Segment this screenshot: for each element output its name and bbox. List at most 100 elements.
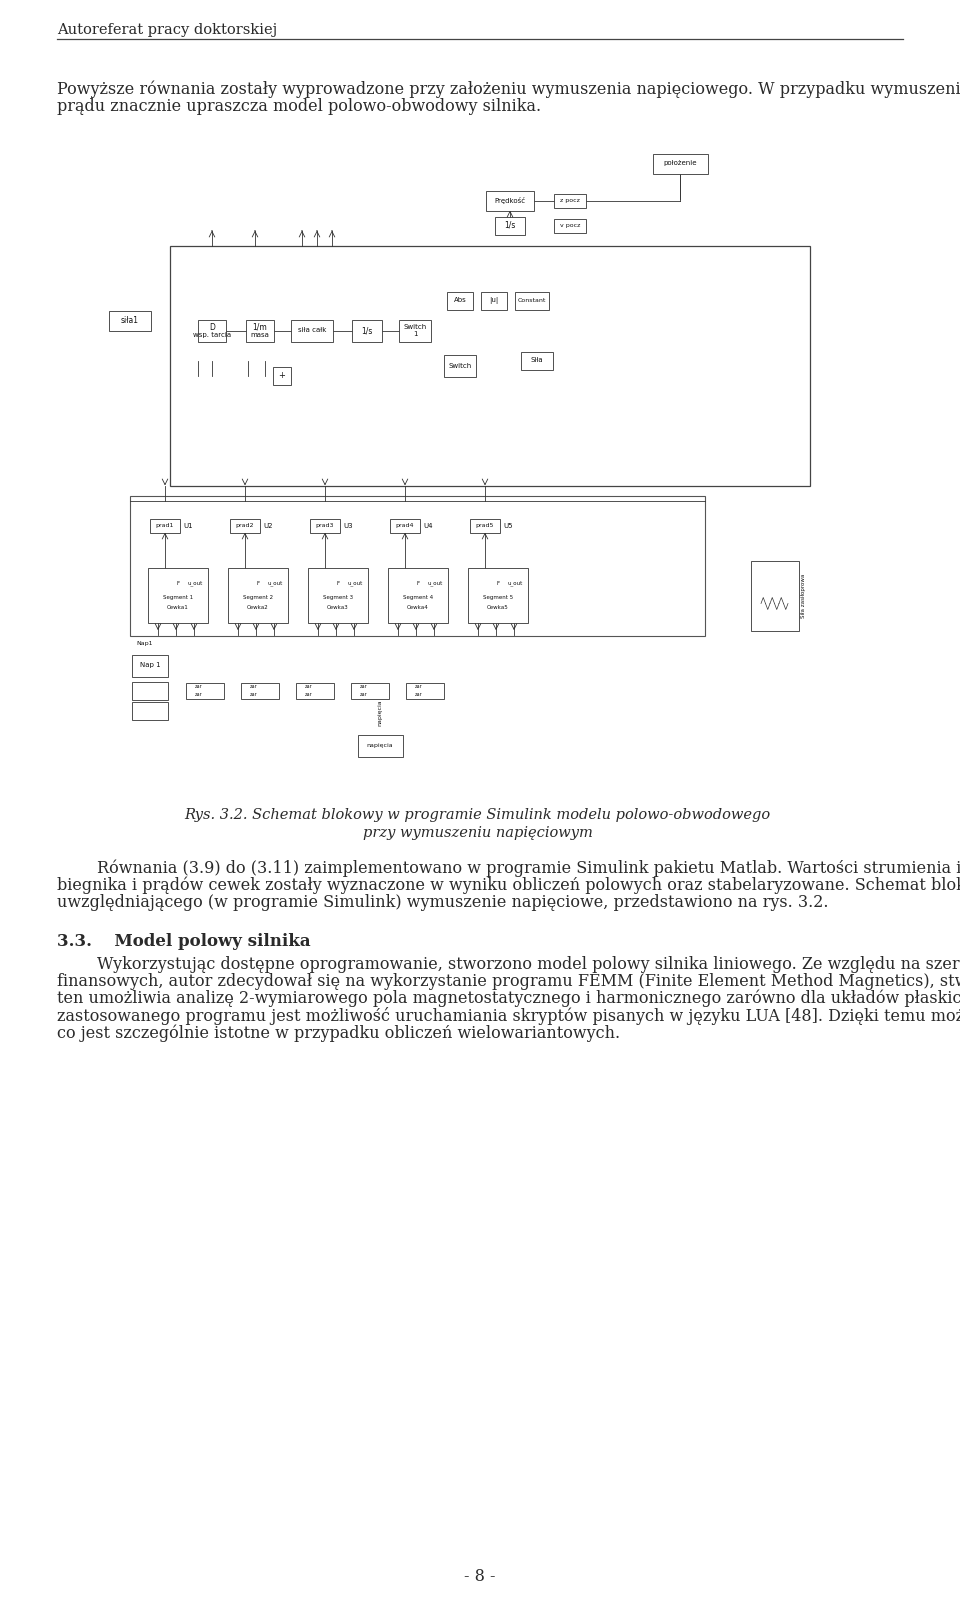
Bar [399, 319, 431, 342]
Text: u_out: u_out [268, 581, 283, 587]
Text: Wykorzystując dostępne oprogramowanie, stworzono model polowy silnika liniowego.: Wykorzystując dostępne oprogramowanie, s… [97, 955, 960, 973]
Text: Autoreferat pracy doktorskiej: Autoreferat pracy doktorskiej [57, 23, 277, 37]
Text: |u|: |u| [490, 297, 498, 303]
Text: biegnika i prądów cewek zostały wyznaczone w wyniku obliczeń polowych oraz stabe: biegnika i prądów cewek zostały wyznaczo… [57, 877, 960, 894]
Bar [241, 682, 279, 698]
Text: prad1: prad1 [156, 523, 174, 527]
Text: prad2: prad2 [236, 523, 254, 527]
Text: u_out: u_out [428, 581, 444, 587]
Bar [751, 560, 799, 631]
Text: U4: U4 [423, 523, 433, 529]
Text: U1: U1 [183, 523, 193, 529]
Text: Segment 4: Segment 4 [403, 595, 433, 600]
Bar [310, 518, 340, 532]
Text: zar: zar [415, 684, 422, 689]
Bar [388, 568, 448, 623]
Bar [132, 655, 168, 676]
Bar [352, 319, 382, 342]
Text: przy wymuszeniu napięciowym: przy wymuszeniu napięciowym [363, 826, 592, 839]
Bar [228, 568, 288, 623]
Text: co jest szczególnie istotne w przypadku obliczeń wielowariantowych.: co jest szczególnie istotne w przypadku … [57, 1024, 620, 1042]
Bar [351, 682, 389, 698]
Text: 1/s: 1/s [361, 326, 372, 336]
Bar [150, 518, 180, 532]
Text: zar: zar [415, 692, 422, 697]
Text: Prędkość: Prędkość [494, 197, 525, 203]
Text: F: F [496, 581, 499, 586]
Text: u_out: u_out [348, 581, 363, 587]
Text: finansowych, autor zdecydował się na wykorzystanie programu FEMM (Finite Element: finansowych, autor zdecydował się na wyk… [57, 973, 960, 989]
Text: prad4: prad4 [396, 523, 415, 527]
Bar [273, 366, 291, 384]
Bar [447, 292, 473, 310]
Text: U2: U2 [263, 523, 273, 529]
Text: F: F [336, 581, 340, 586]
Text: Cewka1: Cewka1 [167, 605, 189, 610]
Bar [170, 245, 810, 486]
Text: położenie: położenie [663, 161, 697, 166]
Text: Abs: Abs [454, 297, 467, 303]
Bar [308, 568, 368, 623]
Text: zar: zar [250, 684, 257, 689]
Bar [198, 319, 226, 342]
Bar [390, 518, 420, 532]
Text: zar: zar [360, 692, 368, 697]
Text: Cewka5: Cewka5 [487, 605, 509, 610]
Text: Segment 5: Segment 5 [483, 595, 513, 600]
Text: zar: zar [305, 684, 313, 689]
Text: napięcia: napięcia [367, 744, 394, 748]
Bar [521, 352, 553, 369]
Bar [132, 702, 168, 719]
Text: Cewka3: Cewka3 [327, 605, 348, 610]
Bar [481, 292, 507, 310]
Text: 1/s: 1/s [504, 221, 516, 231]
Text: Rys. 3.2. Schemat blokowy w programie Simulink modelu polowo-obwodowego: Rys. 3.2. Schemat blokowy w programie Si… [184, 808, 771, 821]
Bar [444, 355, 476, 376]
Text: prad3: prad3 [316, 523, 334, 527]
Text: zar: zar [195, 692, 203, 697]
Text: zar: zar [360, 684, 368, 689]
Bar [109, 310, 151, 331]
Text: Nap1: Nap1 [136, 640, 154, 645]
Bar [554, 194, 586, 208]
Text: zastosowanego programu jest możliwość uruchamiania skryptów pisanych w języku LU: zastosowanego programu jest możliwość ur… [57, 1007, 960, 1024]
Text: wsp. tarcia: wsp. tarcia [193, 332, 231, 337]
Text: napięcia: napięcia [377, 698, 382, 726]
Bar [230, 518, 260, 532]
Bar [653, 153, 708, 174]
Text: Segment 2: Segment 2 [243, 595, 273, 600]
Text: Segment 1: Segment 1 [163, 595, 193, 600]
Bar [296, 682, 334, 698]
Text: Cewka2: Cewka2 [247, 605, 269, 610]
Text: D: D [209, 323, 215, 332]
Text: Powyższe równania zostały wyprowadzone przy założeniu wymuszenia napięciowego. W: Powyższe równania zostały wyprowadzone p… [57, 81, 960, 98]
Text: prad5: prad5 [476, 523, 494, 527]
Bar [495, 216, 525, 234]
Bar [468, 568, 528, 623]
Text: 1/m: 1/m [252, 323, 268, 332]
Text: U3: U3 [343, 523, 352, 529]
Text: uwzględniającego (w programie Simulink) wymuszenie napięciowe, przedstawiono na : uwzględniającego (w programie Simulink) … [57, 894, 828, 911]
Text: z pocz: z pocz [560, 198, 580, 203]
Text: v pocz: v pocz [560, 223, 580, 227]
Bar [130, 495, 705, 636]
Text: Switch
1: Switch 1 [403, 324, 426, 337]
Bar [357, 734, 402, 756]
Text: zar: zar [250, 692, 257, 697]
Text: Siła zasiłoprowa: Siła zasiłoprowa [801, 573, 806, 618]
Text: siła całk: siła całk [298, 327, 326, 334]
Bar [486, 190, 534, 211]
Text: u_out: u_out [508, 581, 523, 587]
Text: Cewka4: Cewka4 [407, 605, 429, 610]
Text: Switch: Switch [448, 363, 471, 368]
Text: zar: zar [195, 684, 203, 689]
Text: F: F [177, 581, 180, 586]
Text: Nap 1: Nap 1 [140, 663, 160, 668]
Text: siła1: siła1 [121, 316, 139, 324]
Text: - 8 -: - 8 - [465, 1568, 495, 1586]
Text: Siła: Siła [531, 358, 543, 363]
Text: U5: U5 [503, 523, 513, 529]
Text: +: + [278, 371, 285, 381]
Bar [148, 568, 208, 623]
Text: prądu znacznie upraszcza model polowo-obwodowy silnika.: prądu znacznie upraszcza model polowo-ob… [57, 98, 541, 115]
